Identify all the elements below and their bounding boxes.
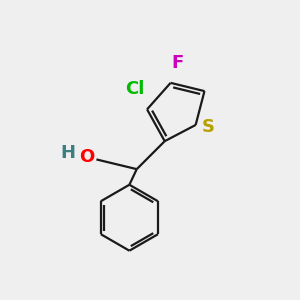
Text: H: H — [61, 144, 76, 162]
Text: F: F — [172, 54, 184, 72]
Text: Cl: Cl — [125, 80, 144, 98]
Text: O: O — [79, 148, 94, 166]
Text: S: S — [202, 118, 215, 136]
